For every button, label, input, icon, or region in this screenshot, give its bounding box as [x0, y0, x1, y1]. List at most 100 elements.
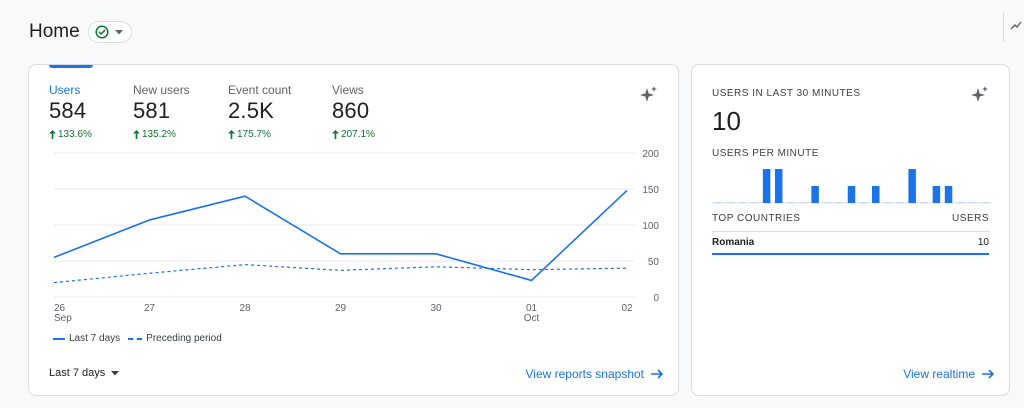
realtime-title: USERS IN LAST 30 MINUTES: [712, 88, 861, 99]
metric-value: 2.5K: [228, 98, 275, 123]
minute-bar: [726, 202, 734, 203]
date-range-label: Last 7 days: [49, 367, 106, 379]
x-tick-label: 27: [144, 303, 156, 314]
metric-label: Event count: [228, 83, 292, 97]
metric-tab-users[interactable]: Users 584 133.6%: [49, 83, 92, 140]
realtime-user-count: 10: [712, 106, 741, 136]
arrow-up-icon: [228, 130, 235, 139]
minute-bar: [750, 202, 759, 203]
metric-change: 207.1%: [332, 129, 375, 140]
trend-icon: [1010, 21, 1022, 30]
minute-bar: [872, 186, 880, 203]
minute-bar: [920, 202, 929, 203]
minute-bar: [714, 202, 722, 203]
date-range-dropdown[interactable]: Last 7 days: [49, 367, 120, 379]
y-tick-label: 200: [642, 149, 659, 160]
legend-swatch-dashed: [128, 337, 143, 340]
view-realtime-link[interactable]: View realtime: [903, 367, 995, 381]
minute-bar: [884, 202, 892, 203]
metric-change-value: 207.1%: [341, 129, 375, 140]
expand-area[interactable]: [1003, 12, 1024, 42]
metric-value: 584: [49, 98, 87, 123]
active-metric-indicator: [49, 65, 93, 68]
x-tick-label: 01: [526, 303, 538, 314]
chart-legend: Last 7 days Preceding period: [53, 333, 222, 344]
minute-bar: [932, 186, 941, 203]
chart-gridlines: [54, 152, 635, 298]
minute-bar: [799, 202, 807, 203]
legend-previous: Preceding period: [146, 333, 222, 344]
y-tick-label: 0: [653, 293, 659, 304]
page-title: Home: [29, 21, 80, 42]
y-tick-label: 150: [642, 185, 659, 196]
minute-bar: [969, 202, 977, 203]
minute-bar: [944, 186, 953, 203]
metric-tab-event-count[interactable]: Event count 2.5K 175.7%: [228, 83, 291, 140]
metric-change: 135.2%: [133, 129, 190, 140]
arrow-right-icon: [982, 369, 995, 379]
arrow-up-icon: [332, 130, 339, 139]
minute-bar: [738, 202, 747, 203]
arrow-right-icon: [651, 369, 664, 379]
arrow-up-icon: [133, 130, 140, 139]
users-column-header: USERS: [952, 213, 989, 224]
minute-bar: [787, 202, 795, 203]
minute-bar: [774, 169, 783, 203]
y-tick-label: 100: [642, 221, 659, 232]
view-reports-snapshot-link[interactable]: View reports snapshot: [525, 367, 664, 381]
x-tick-label: 02: [621, 303, 633, 314]
caret-down-icon: [111, 370, 120, 375]
minute-bar: [908, 169, 916, 203]
metric-tab-new-users[interactable]: New users 581 135.2%: [133, 83, 190, 140]
insights-sparkle-icon[interactable]: [970, 85, 990, 105]
view-reports-label: View reports snapshot: [525, 367, 644, 381]
x-tick-month-label: Sep: [54, 313, 72, 323]
minute-bar: [859, 202, 868, 203]
minute-bar: [956, 202, 965, 203]
legend-swatch-solid: [53, 337, 65, 340]
y-tick-label: 50: [648, 257, 660, 268]
x-tick-label: 29: [335, 303, 347, 314]
x-tick-label: 30: [430, 303, 442, 314]
arrow-up-icon: [49, 130, 56, 139]
metric-change: 133.6%: [49, 129, 92, 140]
metric-change-value: 133.6%: [58, 129, 92, 140]
minute-bar: [823, 202, 831, 203]
countries-table-header: TOP COUNTRIES USERS: [712, 213, 989, 224]
series-line-preceding-period: [53, 263, 628, 284]
check-circle-icon: [95, 25, 109, 39]
table-row[interactable]: Romania 10: [712, 231, 989, 255]
chart-y-axis: 0 50 100 150 200: [642, 149, 659, 304]
minute-bar: [896, 202, 904, 203]
x-tick-label: 28: [239, 303, 251, 314]
metric-label: Users: [49, 83, 81, 97]
status-dropdown[interactable]: [87, 21, 132, 43]
x-tick-month-label: Oct: [524, 313, 540, 323]
insights-sparkle-icon[interactable]: [639, 85, 659, 105]
metric-change-value: 135.2%: [142, 129, 176, 140]
minute-bar: [762, 169, 771, 203]
page-header: Home: [29, 18, 132, 46]
series-line-last-7-days: [53, 189, 628, 282]
realtime-card: USERS IN LAST 30 MINUTES 10 USERS PER MI…: [691, 64, 1010, 396]
chart-series: [53, 189, 628, 284]
metric-value: 581: [133, 98, 171, 123]
country-users: 10: [977, 237, 989, 248]
view-realtime-label: View realtime: [903, 367, 975, 381]
minute-bar: [981, 202, 989, 203]
metric-change: 175.7%: [228, 129, 291, 140]
top-countries-header: TOP COUNTRIES: [712, 213, 801, 224]
x-tick-label: 26: [54, 303, 66, 314]
legend-current: Last 7 days: [69, 333, 121, 344]
users-per-minute-label: USERS PER MINUTE: [712, 148, 819, 159]
metric-value: 860: [332, 98, 370, 123]
metric-label: New users: [133, 83, 190, 97]
users-per-minute-bar-chart: [712, 169, 991, 204]
minute-bar: [847, 186, 856, 203]
caret-down-icon: [114, 29, 123, 34]
minute-bar: [811, 186, 819, 203]
country-name: Romania: [712, 237, 755, 248]
metric-change-value: 175.7%: [237, 129, 271, 140]
metric-tab-views[interactable]: Views 860 207.1%: [332, 83, 375, 140]
